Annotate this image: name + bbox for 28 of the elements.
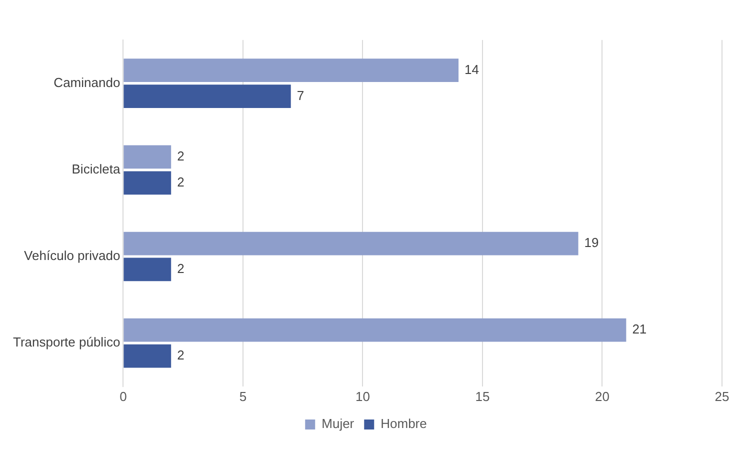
x-tick-label: 20 bbox=[595, 388, 610, 404]
y-tick-label: Transporte público bbox=[13, 334, 120, 350]
bar bbox=[124, 232, 578, 256]
data-label: 21 bbox=[632, 322, 647, 337]
data-label: 2 bbox=[177, 148, 184, 164]
data-label: 7 bbox=[296, 88, 304, 103]
x-tick-label: 15 bbox=[475, 388, 490, 404]
data-label: 14 bbox=[464, 62, 479, 77]
bar bbox=[124, 145, 172, 169]
bar bbox=[124, 171, 172, 195]
y-tick-label: Caminando bbox=[54, 74, 120, 90]
bar bbox=[124, 258, 172, 282]
x-tick-label: 0 bbox=[120, 388, 127, 404]
x-tick-label: 25 bbox=[714, 388, 730, 404]
legend-label: Hombre bbox=[380, 416, 427, 432]
data-label: 2 bbox=[177, 348, 184, 363]
y-tick-label: Vehículo privado bbox=[24, 248, 120, 264]
bar bbox=[124, 318, 626, 342]
bar bbox=[124, 344, 172, 368]
bar bbox=[124, 58, 459, 82]
bar bbox=[124, 84, 291, 108]
y-tick-label: Bicicleta bbox=[72, 161, 121, 176]
data-label: 2 bbox=[177, 261, 184, 276]
x-tick-label: 5 bbox=[239, 388, 247, 404]
data-label: 19 bbox=[584, 235, 599, 250]
x-tick-label: 10 bbox=[355, 388, 370, 404]
data-label: 2 bbox=[177, 174, 184, 190]
legend-label: Mujer bbox=[322, 416, 355, 432]
